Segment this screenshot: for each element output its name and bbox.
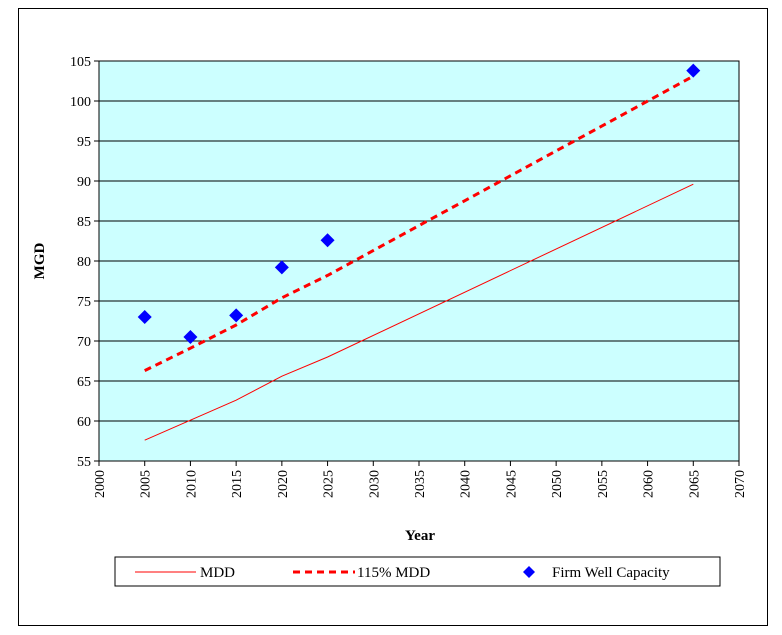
legend-box	[114, 556, 721, 587]
x-tick-label: 2035	[413, 470, 428, 498]
y-tick-label: 85	[77, 215, 91, 230]
x-tick-label: 2070	[733, 470, 748, 498]
y-axis-title: MGD	[32, 243, 48, 280]
data-point-firm-well-capacity	[183, 330, 198, 344]
y-tick-label: 95	[77, 135, 91, 150]
y-tick-label: 65	[77, 375, 91, 390]
x-tick-label: 2005	[139, 470, 154, 498]
x-tick-label: 2045	[504, 470, 519, 498]
y-tick-label: 70	[77, 335, 91, 350]
x-tick-label: 2025	[322, 470, 337, 498]
x-tick-label: 2060	[642, 470, 657, 498]
data-point-firm-well-capacity	[320, 233, 335, 248]
legend-label-mdd: MDD	[200, 565, 235, 581]
x-tick-labels: 2000 2005 2010 2015 2020 2025 2030 2035 2040 2045…	[93, 470, 748, 498]
x-tick-label: 2040	[459, 470, 474, 498]
x-tick-label: 2065	[687, 470, 702, 498]
x-tick-label: 2055	[596, 470, 611, 498]
data-point-firm-well-capacity	[229, 308, 244, 323]
y-tick-label: 90	[77, 175, 91, 190]
data-point-firm-well-capacity	[686, 63, 701, 78]
legend-swatch-firm-well-capacity	[523, 566, 535, 578]
x-tick-label: 2015	[230, 470, 245, 498]
legend-label-firm-well-capacity: Firm Well Capacity	[552, 565, 670, 581]
x-tick-label: 2020	[276, 470, 291, 498]
y-tick-label: 60	[77, 415, 91, 430]
series-line-115-mdd	[144, 74, 695, 372]
legend-label-115-mdd: 115% MDD	[357, 565, 430, 581]
x-tick-label: 2030	[367, 470, 382, 498]
x-tick-label: 2010	[184, 470, 199, 498]
y-tick-label: 55	[77, 455, 91, 470]
y-tick-label: 75	[77, 295, 91, 310]
x-tick-label: 2000	[93, 470, 108, 498]
y-tick-label: 105	[70, 55, 91, 70]
y-tick-label: 80	[77, 255, 91, 270]
grid-layer	[94, 60, 740, 466]
x-tick-label: 2050	[550, 470, 565, 498]
series-line-mdd	[144, 183, 694, 441]
y-tick-label: 100	[70, 95, 91, 110]
data-point-firm-well-capacity	[274, 260, 289, 275]
data-point-firm-well-capacity	[137, 310, 152, 324]
series-layer	[137, 63, 701, 441]
legend: MDD 115% MDD Firm Well Capacity	[114, 556, 721, 587]
y-tick-labels: 55 60 65 70 75 80 85 90 95 100 105	[70, 55, 91, 470]
x-axis-title: Year	[405, 528, 435, 544]
